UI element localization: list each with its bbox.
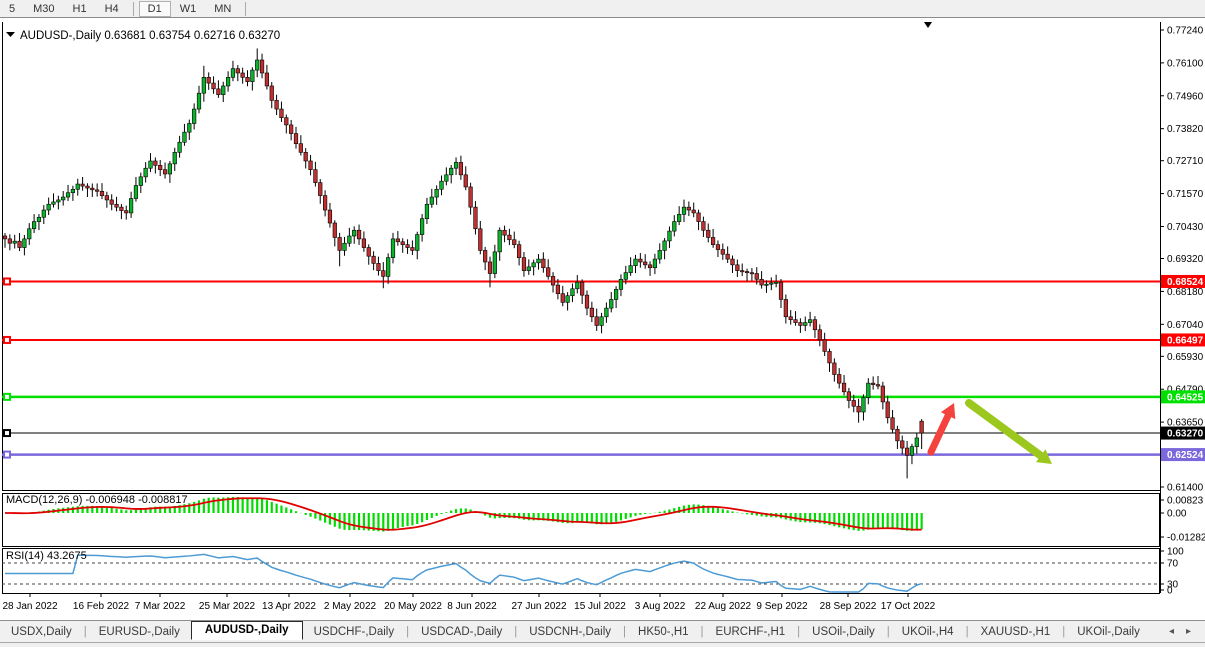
candlestick-series xyxy=(2,48,924,479)
toolbar-separator xyxy=(132,1,134,16)
chart-canvas[interactable]: AUDUSD-,Daily 0.63681 0.63754 0.62716 0.… xyxy=(0,18,1205,620)
rsi-label: RSI(14) 43.2675 xyxy=(6,550,87,562)
svg-text:0.68180: 0.68180 xyxy=(1167,287,1204,298)
tab-audusd-daily[interactable]: AUDUSD-,Daily xyxy=(190,621,303,640)
chart-tab-bar: USDX,Daily | EURUSD-,Daily AUDUSD-,Daily USD… xyxy=(0,620,1205,643)
svg-text:16 Feb 2022: 16 Feb 2022 xyxy=(73,601,130,612)
svg-text:27 Jun 2022: 27 Jun 2022 xyxy=(511,601,566,612)
annotation-arrows[interactable] xyxy=(927,399,1052,464)
svg-text:9 Sep 2022: 9 Sep 2022 xyxy=(756,601,808,612)
svg-text:0.62524: 0.62524 xyxy=(1167,450,1204,461)
date-axis[interactable]: 28 Jan 2022 16 Feb 2022 7 Mar 2022 25 Mar 2… xyxy=(2,593,936,612)
svg-text:0.77240: 0.77240 xyxy=(1167,26,1204,37)
window-bottom-edge xyxy=(0,643,1205,647)
svg-text:0.76100: 0.76100 xyxy=(1167,58,1204,69)
svg-text:22 Aug 2022: 22 Aug 2022 xyxy=(695,601,752,612)
timeframe-button-mn[interactable]: MN xyxy=(214,2,232,15)
svg-text:0.63650: 0.63650 xyxy=(1167,418,1204,429)
tab-usdcnh-daily[interactable]: USDCNH-,Daily xyxy=(529,625,612,638)
hline-anchor[interactable] xyxy=(3,277,11,286)
timeframe-button-h1[interactable]: H1 xyxy=(72,2,87,15)
tab-ukoil-daily[interactable]: UKOil-,Daily xyxy=(1077,625,1140,638)
tab-separator: | xyxy=(83,625,87,638)
down-right-arrow[interactable] xyxy=(965,399,1048,463)
chart-menu-icon[interactable] xyxy=(6,32,15,37)
tab-separator: | xyxy=(514,625,518,638)
tab-usdcad-daily[interactable]: USDCAD-,Daily xyxy=(421,625,503,638)
svg-text:0.66497: 0.66497 xyxy=(1167,335,1204,346)
tab-usdchf-daily[interactable]: USDCHF-,Daily xyxy=(313,625,395,638)
svg-text:17 Oct 2022: 17 Oct 2022 xyxy=(881,601,936,612)
svg-text:0.72710: 0.72710 xyxy=(1167,156,1204,167)
timeframe-button-d1[interactable]: D1 xyxy=(138,0,171,17)
tab-eurchf-h1[interactable]: EURCHF-,H1 xyxy=(715,625,786,638)
svg-text:30: 30 xyxy=(1167,580,1179,591)
tab-xauusd-h1[interactable]: XAUUSD-,H1 xyxy=(980,625,1051,638)
timeframe-button-w1[interactable]: W1 xyxy=(179,2,197,15)
svg-text:2 May 2022: 2 May 2022 xyxy=(324,601,377,612)
svg-text:8 Jun 2022: 8 Jun 2022 xyxy=(447,601,497,612)
tab-usoil-daily[interactable]: USOil-,Daily xyxy=(812,625,875,638)
svg-text:0.65930: 0.65930 xyxy=(1167,352,1204,363)
svg-text:0.00: 0.00 xyxy=(1167,509,1187,520)
svg-text:28 Sep 2022: 28 Sep 2022 xyxy=(820,601,877,612)
hline-anchor[interactable] xyxy=(3,392,11,401)
chart-title: AUDUSD-,Daily 0.63681 0.63754 0.62716 0.… xyxy=(20,30,280,42)
svg-text:0.00823: 0.00823 xyxy=(1167,496,1204,507)
tab-separator: | xyxy=(623,625,627,638)
tab-eurusd-daily[interactable]: EURUSD-,Daily xyxy=(98,625,180,638)
svg-text:3 Aug 2022: 3 Aug 2022 xyxy=(635,601,686,612)
svg-text:0: 0 xyxy=(1167,586,1173,597)
svg-text:0.61400: 0.61400 xyxy=(1167,483,1204,494)
svg-text:13 Apr 2022: 13 Apr 2022 xyxy=(262,601,316,612)
toolbar-separator xyxy=(245,1,247,16)
tab-hk50-h1[interactable]: HK50-,H1 xyxy=(638,625,689,638)
timeframe-button-5[interactable]: 5 xyxy=(9,2,16,15)
svg-text:25 Mar 2022: 25 Mar 2022 xyxy=(199,601,256,612)
tab-separator: | xyxy=(886,625,890,638)
tab-ukoil-h4[interactable]: UKOil-,H4 xyxy=(901,625,954,638)
up-right-arrow[interactable] xyxy=(927,408,954,456)
svg-text:100: 100 xyxy=(1167,547,1184,558)
svg-text:28 Jan 2022: 28 Jan 2022 xyxy=(2,601,57,612)
svg-text:0.63270: 0.63270 xyxy=(1167,429,1204,440)
svg-text:15 Jul 2022: 15 Jul 2022 xyxy=(574,601,626,612)
macd-indicator: MACD(12,26,9) -0.006948 -0.008817 0.00823… xyxy=(4,494,1205,544)
tab-scroll-left-icon[interactable]: ◂ xyxy=(1168,626,1174,637)
horizontal-price-lines[interactable] xyxy=(2,277,1160,459)
svg-text:20 May 2022: 20 May 2022 xyxy=(384,601,442,612)
tab-usdx-daily[interactable]: USDX,Daily xyxy=(11,625,72,638)
hline-anchor[interactable] xyxy=(3,335,11,344)
svg-text:70: 70 xyxy=(1167,559,1179,570)
hline-anchor[interactable] xyxy=(3,450,11,459)
tab-separator: | xyxy=(1062,625,1066,638)
svg-text:0.68524: 0.68524 xyxy=(1167,277,1204,288)
svg-text:0.71570: 0.71570 xyxy=(1167,189,1204,200)
tab-separator: | xyxy=(965,625,969,638)
macd-label: MACD(12,26,9) -0.006948 -0.008817 xyxy=(6,494,188,506)
svg-text:0.67040: 0.67040 xyxy=(1167,320,1204,331)
svg-text:0.64790: 0.64790 xyxy=(1167,385,1204,396)
hline-anchor[interactable] xyxy=(3,429,11,438)
tab-separator: | xyxy=(406,625,410,638)
timeframe-button-h4[interactable]: H4 xyxy=(104,2,119,15)
tab-separator: | xyxy=(797,625,801,638)
svg-text:0.73820: 0.73820 xyxy=(1167,124,1204,135)
svg-text:-0.012827: -0.012827 xyxy=(1167,533,1205,544)
timeframe-button-m30[interactable]: M30 xyxy=(33,2,55,15)
svg-text:0.74960: 0.74960 xyxy=(1167,91,1204,102)
tab-separator: | xyxy=(700,625,704,638)
tab-scroll-right-icon[interactable]: ▸ xyxy=(1185,626,1191,637)
price-axis[interactable]: 0.77240 0.76100 0.74960 0.73820 0.72710 0.715… xyxy=(1160,26,1205,494)
svg-text:0.70430: 0.70430 xyxy=(1167,222,1204,233)
svg-text:0.64525: 0.64525 xyxy=(1167,392,1204,403)
svg-text:7 Mar 2022: 7 Mar 2022 xyxy=(135,601,186,612)
timeframe-toolbar: 5 M30 H1 H4 D1 W1 MN xyxy=(0,0,1205,18)
svg-text:0.69320: 0.69320 xyxy=(1167,254,1204,265)
